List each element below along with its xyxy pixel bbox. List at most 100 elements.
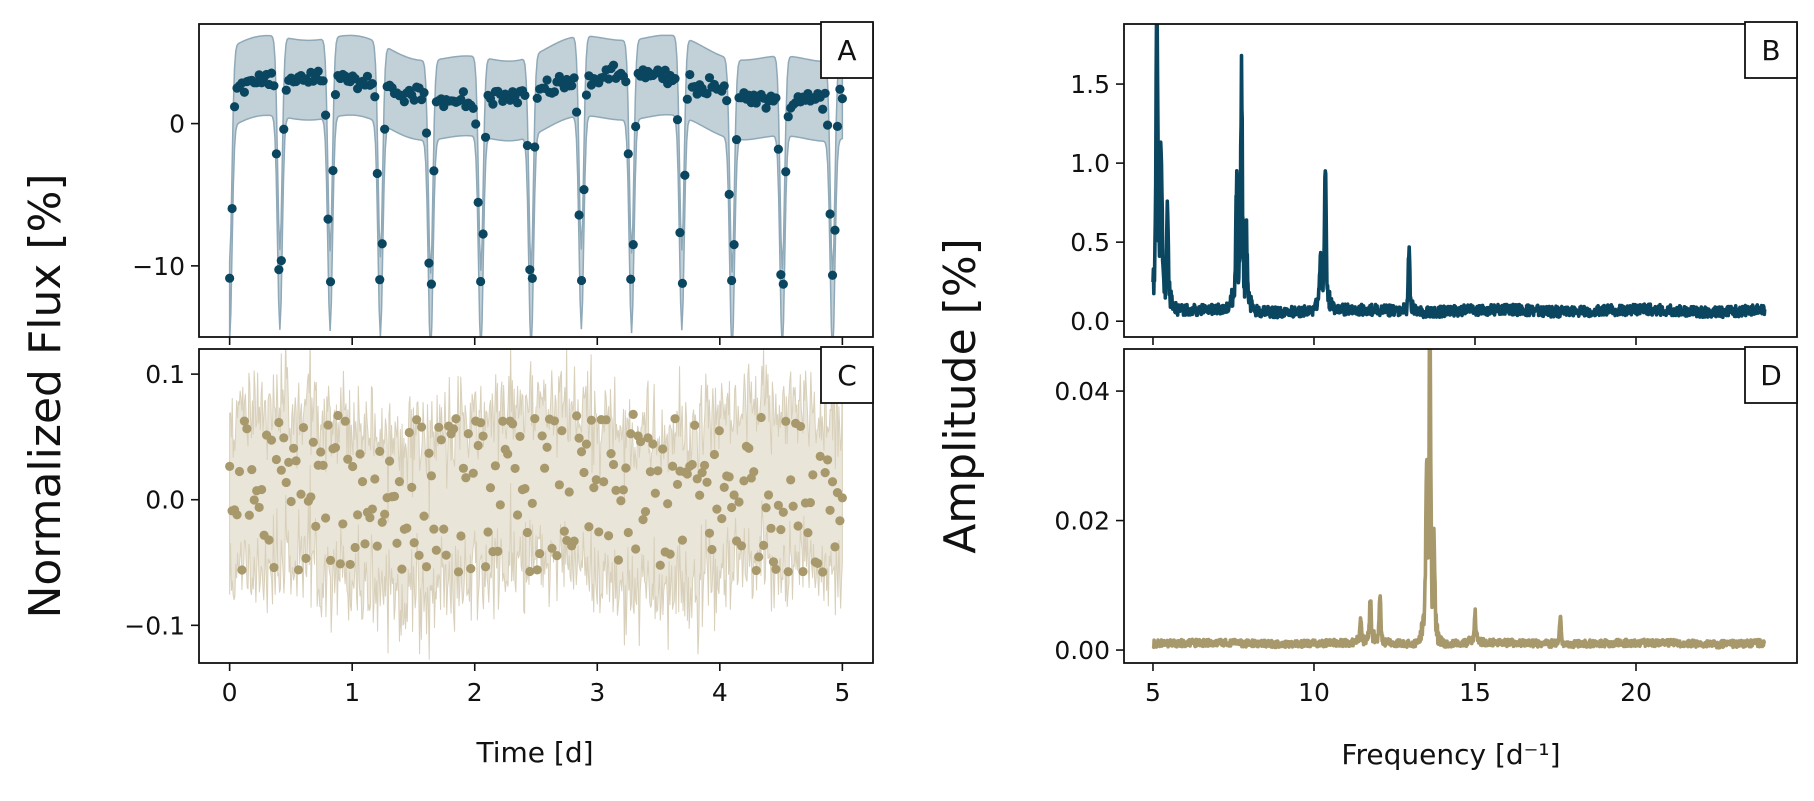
data-point-c bbox=[670, 414, 680, 424]
data-point-a bbox=[276, 256, 286, 266]
plot-area-c bbox=[225, 349, 847, 660]
xtick-label-c: 3 bbox=[589, 678, 605, 707]
data-point-c bbox=[574, 433, 584, 443]
ytick-label-b: 1.0 bbox=[1070, 149, 1110, 178]
data-point-c bbox=[653, 466, 663, 476]
data-point-c bbox=[771, 564, 781, 574]
data-point-a bbox=[362, 71, 373, 81]
data-point-c bbox=[483, 527, 493, 537]
data-point-c bbox=[648, 439, 658, 449]
data-point-c bbox=[695, 490, 705, 500]
data-point-c bbox=[719, 482, 729, 492]
ytick-label-b: 0.0 bbox=[1070, 307, 1110, 336]
data-point-c bbox=[611, 485, 621, 495]
data-point-c bbox=[441, 550, 451, 560]
data-point-c bbox=[301, 553, 311, 563]
data-point-c bbox=[461, 473, 471, 483]
periodogram-line-b bbox=[1151, 24, 1767, 320]
data-point-c bbox=[389, 491, 400, 501]
data-point-a bbox=[225, 273, 235, 283]
data-point-a bbox=[476, 276, 486, 287]
data-point-a bbox=[473, 197, 483, 207]
data-point-c bbox=[749, 467, 759, 477]
data-point-c bbox=[655, 560, 665, 570]
data-point-c bbox=[247, 465, 257, 475]
data-point-c bbox=[702, 477, 712, 487]
data-point-c bbox=[813, 558, 823, 568]
panel-letter: B bbox=[1761, 34, 1780, 67]
ytick-label-c: −0.1 bbox=[124, 611, 185, 640]
data-point-c bbox=[547, 543, 557, 553]
data-point-a bbox=[724, 189, 734, 199]
data-point-a bbox=[621, 77, 631, 87]
data-point-a bbox=[370, 92, 380, 102]
data-point-c bbox=[311, 521, 321, 531]
data-point-c bbox=[786, 475, 796, 485]
data-point-c bbox=[436, 435, 446, 445]
data-point-c bbox=[431, 545, 441, 555]
ytick-label-d: 0.00 bbox=[1054, 636, 1110, 665]
data-point-a bbox=[375, 275, 385, 285]
data-point-a bbox=[281, 85, 291, 95]
axes-frame-a bbox=[198, 23, 874, 338]
data-point-c bbox=[690, 420, 700, 430]
data-point-c bbox=[584, 522, 594, 532]
data-point-a bbox=[480, 132, 491, 142]
xtick-label-c: 2 bbox=[467, 678, 483, 707]
xtick-label-d: 5 bbox=[1145, 678, 1161, 707]
data-point-a bbox=[781, 167, 791, 177]
data-point-c bbox=[707, 544, 717, 555]
data-point-c bbox=[601, 415, 611, 425]
data-point-a bbox=[771, 93, 781, 103]
panel-a: 0 −10 A bbox=[132, 21, 874, 345]
data-point-c bbox=[298, 422, 309, 433]
data-point-c bbox=[335, 559, 345, 569]
ytick-label-b: 1.5 bbox=[1070, 70, 1110, 99]
data-point-c bbox=[466, 563, 476, 574]
data-point-c bbox=[360, 539, 370, 549]
data-point-c bbox=[409, 538, 419, 548]
panel-letter-box bbox=[820, 346, 874, 404]
data-point-c bbox=[276, 465, 286, 475]
data-point-a bbox=[820, 88, 830, 98]
data-point-c bbox=[621, 463, 631, 473]
data-point-a bbox=[702, 89, 712, 99]
data-point-a bbox=[542, 75, 552, 85]
data-point-c bbox=[318, 460, 328, 470]
data-point-a bbox=[321, 110, 331, 120]
data-point-a bbox=[825, 209, 835, 219]
data-point-a bbox=[227, 203, 237, 214]
data-point-c bbox=[579, 467, 589, 478]
data-point-c bbox=[569, 536, 579, 546]
ytick-label-d: 0.02 bbox=[1054, 507, 1110, 536]
data-point-c bbox=[463, 429, 473, 439]
data-point-a bbox=[608, 60, 619, 70]
data-point-c bbox=[640, 507, 651, 517]
data-point-c bbox=[827, 477, 838, 487]
data-point-a bbox=[603, 74, 614, 84]
data-point-a bbox=[704, 73, 715, 83]
panel-d: 0.00 0.02 0.04 5 10 15 20 D bbox=[1054, 346, 1798, 707]
data-point-c bbox=[761, 503, 771, 513]
data-point-a bbox=[424, 258, 434, 268]
xtick-label-c: 0 bbox=[222, 678, 238, 707]
data-point-a bbox=[478, 229, 488, 239]
ytick-label-a: −10 bbox=[132, 252, 185, 281]
data-point-a bbox=[530, 142, 540, 152]
data-point-c bbox=[485, 483, 496, 493]
data-point-a bbox=[525, 265, 535, 275]
data-point-c bbox=[348, 461, 358, 472]
data-point-c bbox=[727, 502, 737, 513]
data-point-c bbox=[530, 413, 540, 424]
data-point-a bbox=[416, 95, 427, 105]
data-point-c bbox=[830, 542, 840, 552]
data-point-c bbox=[712, 504, 722, 514]
data-point-a bbox=[271, 149, 281, 159]
data-point-a bbox=[468, 103, 478, 113]
data-point-c bbox=[628, 409, 638, 419]
data-point-a bbox=[682, 94, 692, 104]
data-point-a bbox=[628, 239, 638, 250]
data-point-c bbox=[343, 454, 353, 464]
axes-frame-b bbox=[1123, 23, 1798, 338]
axes-frame-d bbox=[1123, 348, 1798, 664]
